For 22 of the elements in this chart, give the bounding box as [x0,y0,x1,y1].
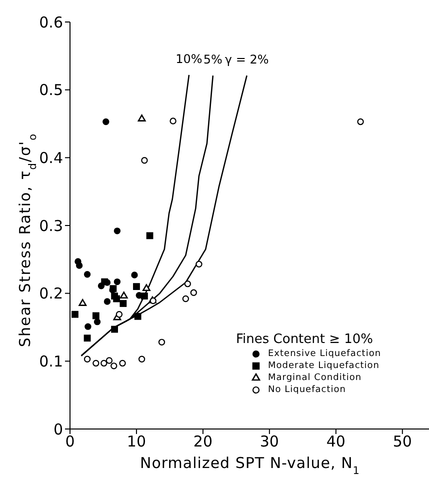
legend-label: Extensive Liquefaction [267,348,382,360]
y-tick-label: 0.6 [39,13,63,32]
y-tick-label: 0.5 [39,81,63,100]
x-tick-label: 0 [65,432,75,451]
y-tick-label: 0.2 [39,284,63,303]
series-label: 5% [203,52,222,67]
y-tick-label: 0.1 [39,352,63,370]
x-tick-label: 10 [126,432,146,451]
series-label: γ = 2% [224,52,269,67]
x-tick-label: 30 [260,432,279,451]
legend-title: Fines Content ≥ 10% [236,332,374,347]
legend-label: Moderate Liquefaction [267,360,381,372]
series-label: 10% [176,52,202,66]
legend-label: No Liquefaction [267,384,347,396]
x-tick-label: 20 [193,432,213,451]
x-tick-label: 40 [326,432,346,451]
y-tick-label: 0 [53,420,63,438]
x-axis-title: Normalized SPT N-value, N$_{1}$ [140,454,360,477]
legend-label: Marginal Condition [267,372,363,384]
y-tick-label: 0.3 [39,216,63,235]
x-tick-label: 50 [392,432,412,451]
y-tick-label: 0.4 [39,148,63,167]
